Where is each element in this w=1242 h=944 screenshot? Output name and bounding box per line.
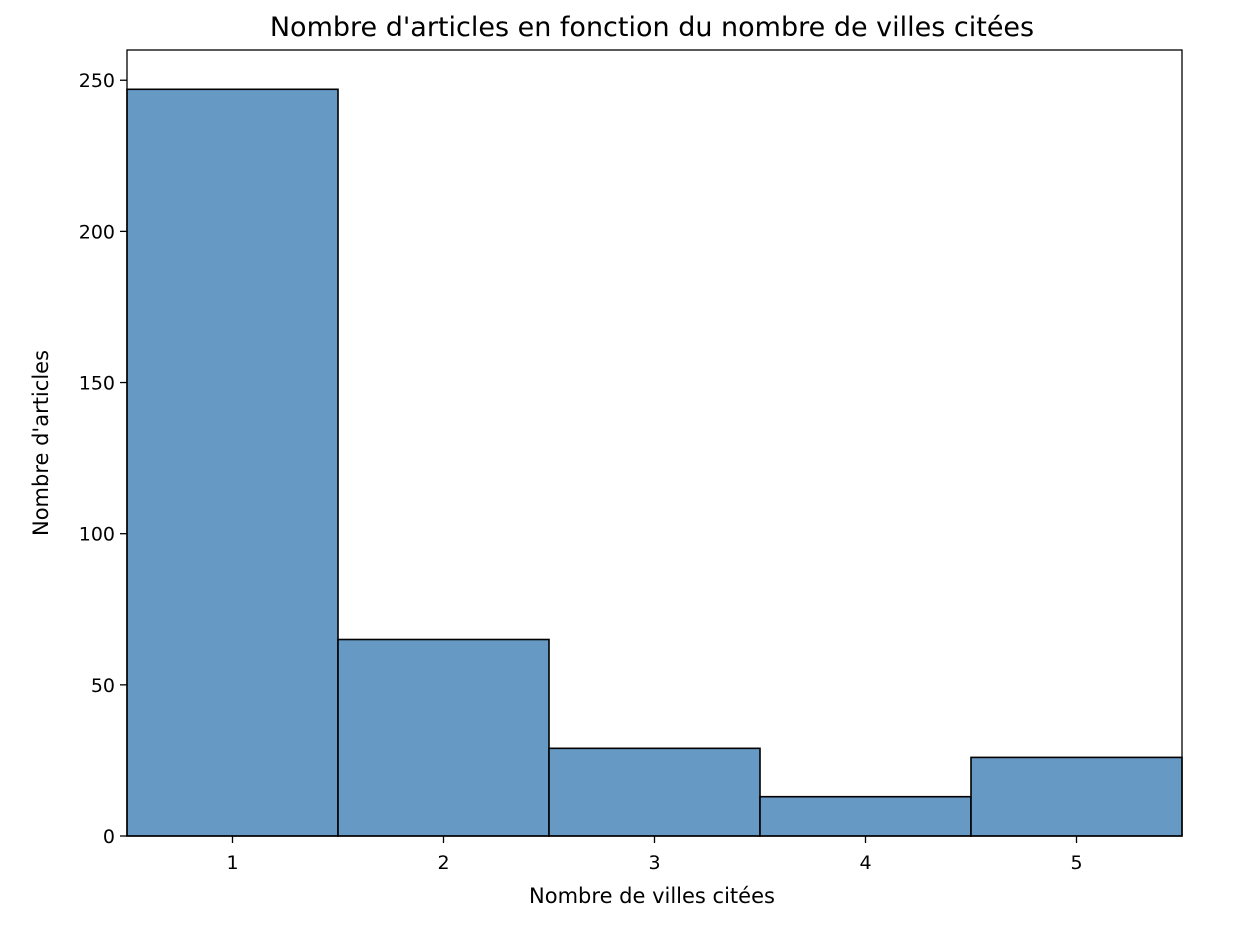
x-tick-label: 2 (437, 852, 449, 874)
bars-layer (126, 88, 1183, 837)
y-ticks-layer: 0 50 100 150 200 250 (79, 70, 127, 848)
x-tick-label: 1 (226, 852, 238, 874)
x-tick-label: 4 (859, 852, 871, 874)
y-tick-label: 200 (79, 221, 115, 243)
x-tick-label: 5 (1070, 852, 1082, 874)
y-tick-label: 100 (79, 524, 115, 546)
y-tick-label: 50 (91, 675, 115, 697)
bar-5 (970, 756, 1183, 837)
y-tick-label: 0 (103, 826, 115, 848)
y-axis-label: Nombre d'articles (29, 350, 53, 536)
x-axis-label: Nombre de villes citées (529, 884, 775, 908)
y-tick-label: 150 (79, 373, 115, 395)
bar-1 (126, 88, 339, 837)
x-ticks-layer: 1 2 3 4 5 (226, 836, 1083, 874)
x-tick-label: 3 (648, 852, 660, 874)
bar-2 (337, 638, 550, 837)
bar-4 (759, 795, 972, 837)
y-tick-label: 250 (79, 70, 115, 92)
bar-3 (548, 747, 761, 837)
chart-title: Nombre d'articles en fonction du nombre … (270, 12, 1034, 43)
